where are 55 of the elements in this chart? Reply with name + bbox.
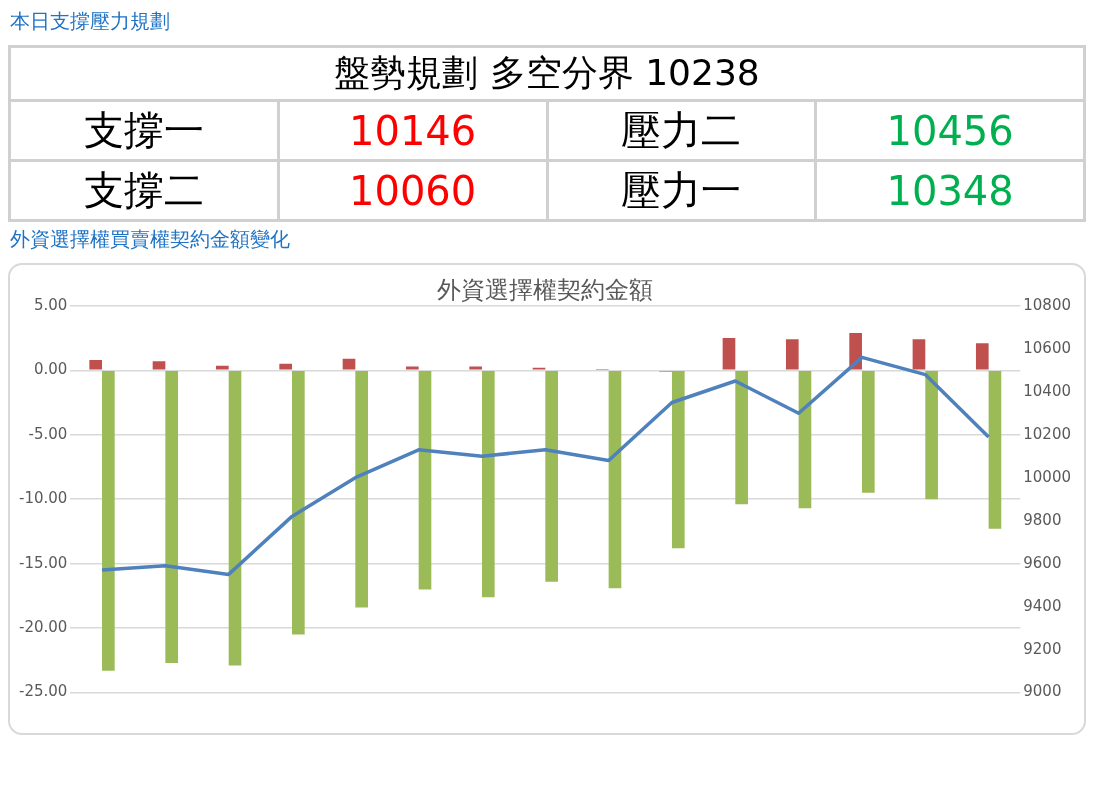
y2-tick-label: 10400 bbox=[1023, 381, 1071, 400]
y2-tick-label: 10000 bbox=[1023, 467, 1071, 486]
bar bbox=[671, 371, 685, 549]
bar bbox=[355, 371, 368, 608]
text: 10348 bbox=[815, 160, 1085, 221]
bar bbox=[798, 371, 812, 509]
y-tick-label: -5.00 bbox=[28, 424, 68, 443]
text: 10456 bbox=[815, 100, 1085, 161]
y2-tick-label: 9600 bbox=[1023, 553, 1062, 572]
bar bbox=[406, 366, 419, 370]
bar bbox=[216, 365, 229, 370]
bar bbox=[152, 361, 166, 370]
y-tick-label: 0.00 bbox=[33, 360, 68, 379]
chart-subtitle: 外資選擇權買賣權契約金額變化 bbox=[10, 226, 291, 253]
bar bbox=[608, 371, 622, 589]
bar bbox=[735, 371, 748, 505]
bar bbox=[165, 371, 179, 663]
bar bbox=[102, 371, 115, 671]
bar bbox=[342, 358, 356, 370]
bar bbox=[418, 371, 432, 590]
y2-tick-label: 10600 bbox=[1023, 338, 1071, 357]
text: 壓力一 bbox=[547, 160, 816, 221]
y-tick-label: 5.00 bbox=[33, 295, 68, 314]
y-tick-label: -15.00 bbox=[19, 553, 68, 572]
bar bbox=[722, 338, 736, 370]
y-tick-label: -25.00 bbox=[19, 682, 68, 701]
bar bbox=[861, 371, 875, 493]
chart-title: 外資選擇權契約金額 bbox=[437, 275, 653, 304]
text: 壓力二 bbox=[547, 100, 816, 161]
bar bbox=[785, 339, 799, 370]
text: 盤勢規劃 多空分界 10238 bbox=[9, 46, 1085, 101]
bar bbox=[545, 371, 558, 582]
y-tick-label: -10.00 bbox=[19, 489, 68, 508]
bar bbox=[292, 371, 305, 635]
bar bbox=[912, 339, 926, 370]
bar bbox=[228, 371, 242, 666]
text: 支撐二 bbox=[9, 160, 279, 221]
bar bbox=[975, 343, 989, 370]
y-tick-label: -20.00 bbox=[19, 618, 68, 637]
y2-tick-label: 10200 bbox=[1023, 424, 1071, 443]
y2-tick-label: 9800 bbox=[1023, 510, 1062, 529]
text: 本日支撐壓力規劃 bbox=[10, 8, 171, 35]
y2-tick-label: 10800 bbox=[1023, 295, 1071, 314]
bar bbox=[988, 371, 1002, 529]
text: 10146 bbox=[278, 100, 547, 161]
bar bbox=[89, 359, 103, 370]
y2-tick-label: 9400 bbox=[1023, 596, 1062, 615]
bar bbox=[279, 363, 292, 370]
bar bbox=[925, 371, 938, 500]
text: 10060 bbox=[278, 160, 547, 221]
bar bbox=[481, 371, 495, 598]
bar bbox=[469, 366, 482, 370]
y2-tick-label: 9000 bbox=[1023, 682, 1062, 701]
text: 支撐一 bbox=[9, 100, 279, 161]
y2-tick-label: 9200 bbox=[1023, 639, 1062, 658]
